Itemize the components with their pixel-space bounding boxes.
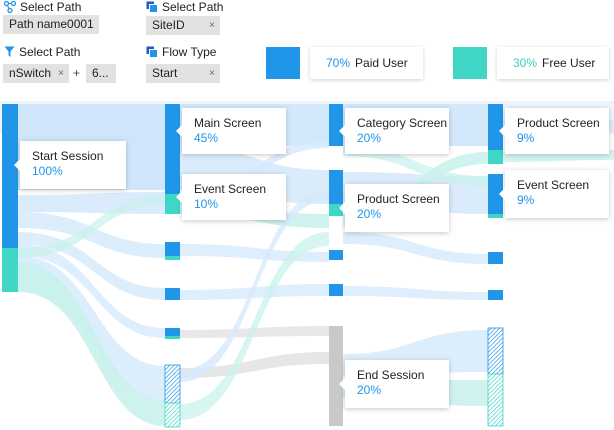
link-bottom-free [180, 232, 329, 420]
remove-icon[interactable]: × [58, 68, 64, 79]
node-c3-a-paid[interactable] [329, 250, 343, 260]
node-start-paid[interactable] [2, 104, 18, 248]
link-mid-small [343, 286, 488, 300]
node-start-free[interactable] [2, 248, 18, 292]
card-name: Category Screen [357, 116, 448, 130]
node-c2-hatched-paid[interactable] [164, 364, 181, 404]
node-c4-a-paid[interactable] [488, 252, 503, 264]
nswitch-chip[interactable]: nSwitch × [3, 64, 69, 83]
card-name: Event Screen [194, 182, 267, 196]
node-c2-c-paid[interactable] [165, 328, 180, 336]
free-user-swatch [453, 47, 487, 79]
path-select[interactable]: Path name0001 [3, 15, 99, 34]
link-start-small [18, 212, 165, 258]
node-end-session[interactable] [329, 326, 343, 426]
node-event2-paid[interactable] [488, 174, 503, 214]
more-chip[interactable]: 6... [86, 64, 116, 83]
link-category-event [343, 146, 488, 186]
card-category-screen[interactable]: Category Screen 20% [339, 108, 449, 154]
select-path-filter-1: Select Path [4, 0, 81, 14]
flow-type-value: Start [152, 66, 178, 80]
card-name: Product Screen [517, 116, 600, 130]
more-value: 6... [92, 66, 109, 80]
link-hatched-product [180, 190, 329, 382]
paid-user-legend[interactable]: 70% Paid User [310, 47, 423, 79]
node-product1-paid[interactable] [329, 170, 343, 204]
card-name: Start Session [32, 149, 104, 163]
paid-user-swatch [266, 47, 300, 79]
node-c2-c-free[interactable] [165, 336, 180, 339]
card-product-screen-2[interactable]: Product Screen 9% [499, 108, 609, 154]
free-user-label: Free User [542, 56, 596, 70]
site-id-value: SiteID [152, 18, 185, 32]
card-pct: 10% [194, 197, 219, 211]
flow-type-filter: Flow Type [146, 45, 216, 59]
flow-type-chip[interactable]: Start × [146, 64, 220, 83]
card-name: Main Screen [194, 116, 262, 130]
link-product-small [343, 232, 488, 264]
node-event-paid[interactable] [165, 176, 180, 194]
node-c2-a-free[interactable] [165, 256, 180, 260]
card-name: End Session [357, 368, 425, 382]
card-pct: 20% [357, 131, 382, 145]
node-c4-b-paid[interactable] [488, 290, 503, 300]
card-product-screen-1[interactable]: Product Screen 20% [339, 184, 449, 232]
paid-user-label: Paid User [355, 56, 408, 70]
link-mid-product [180, 284, 329, 300]
card-pct: 20% [357, 207, 382, 221]
free-user-pct: 30% [513, 56, 538, 70]
funnel-icon [4, 46, 15, 57]
path-select-value: Path name0001 [9, 17, 94, 31]
filter-label: Flow Type [162, 45, 217, 59]
remove-icon[interactable]: × [209, 20, 215, 31]
link-event-category [180, 140, 329, 206]
node-c4-hatched-paid[interactable] [487, 327, 504, 375]
select-path-filter-2: Select Path [146, 0, 223, 14]
node-event2-free[interactable] [488, 214, 503, 218]
card-pct: 9% [517, 131, 535, 145]
plus-separator: + [73, 66, 81, 80]
node-c3-b-paid[interactable] [329, 284, 343, 296]
node-c2-a-paid[interactable] [165, 242, 180, 256]
card-name: Product Screen [357, 192, 440, 206]
nswitch-value: nSwitch [9, 66, 52, 80]
remove-icon[interactable]: × [209, 68, 215, 79]
link-bottom-end [180, 352, 329, 378]
site-id-chip[interactable]: SiteID × [146, 16, 220, 35]
free-user-legend[interactable]: 30% Free User [497, 47, 609, 79]
card-pct: 45% [194, 131, 219, 145]
card-name: Event Screen [517, 178, 590, 192]
card-start-session[interactable]: Start Session 100% [14, 141, 126, 189]
card-pct: 100% [32, 164, 63, 178]
filter-label: Select Path [20, 0, 82, 14]
card-pct: 20% [357, 383, 382, 397]
link-start-free-a [18, 262, 165, 426]
node-product2-paid[interactable] [488, 104, 503, 150]
card-main-screen[interactable]: Main Screen 45% [176, 108, 286, 154]
filter-label: Select Path [162, 0, 224, 14]
path-icon [4, 1, 16, 13]
paid-user-pct: 70% [326, 56, 351, 70]
card-event-screen-2[interactable]: Event Screen 9% [499, 170, 609, 218]
node-c2-hatched-free[interactable] [164, 402, 181, 428]
card-pct: 9% [517, 193, 535, 207]
link-start-lower [18, 244, 165, 338]
link-start-free-b [18, 195, 165, 258]
card-end-session[interactable]: End Session 20% [339, 360, 449, 408]
layers-icon [146, 46, 158, 58]
layers-icon [146, 1, 158, 13]
select-path-filter-3: Select Path [4, 45, 80, 59]
card-event-screen-1[interactable]: Event Screen 10% [176, 174, 286, 220]
node-c2-b-paid[interactable] [165, 288, 180, 300]
filter-label: Select Path [19, 45, 81, 59]
node-product2-free[interactable] [488, 150, 503, 164]
node-c4-hatched-free[interactable] [487, 373, 504, 427]
